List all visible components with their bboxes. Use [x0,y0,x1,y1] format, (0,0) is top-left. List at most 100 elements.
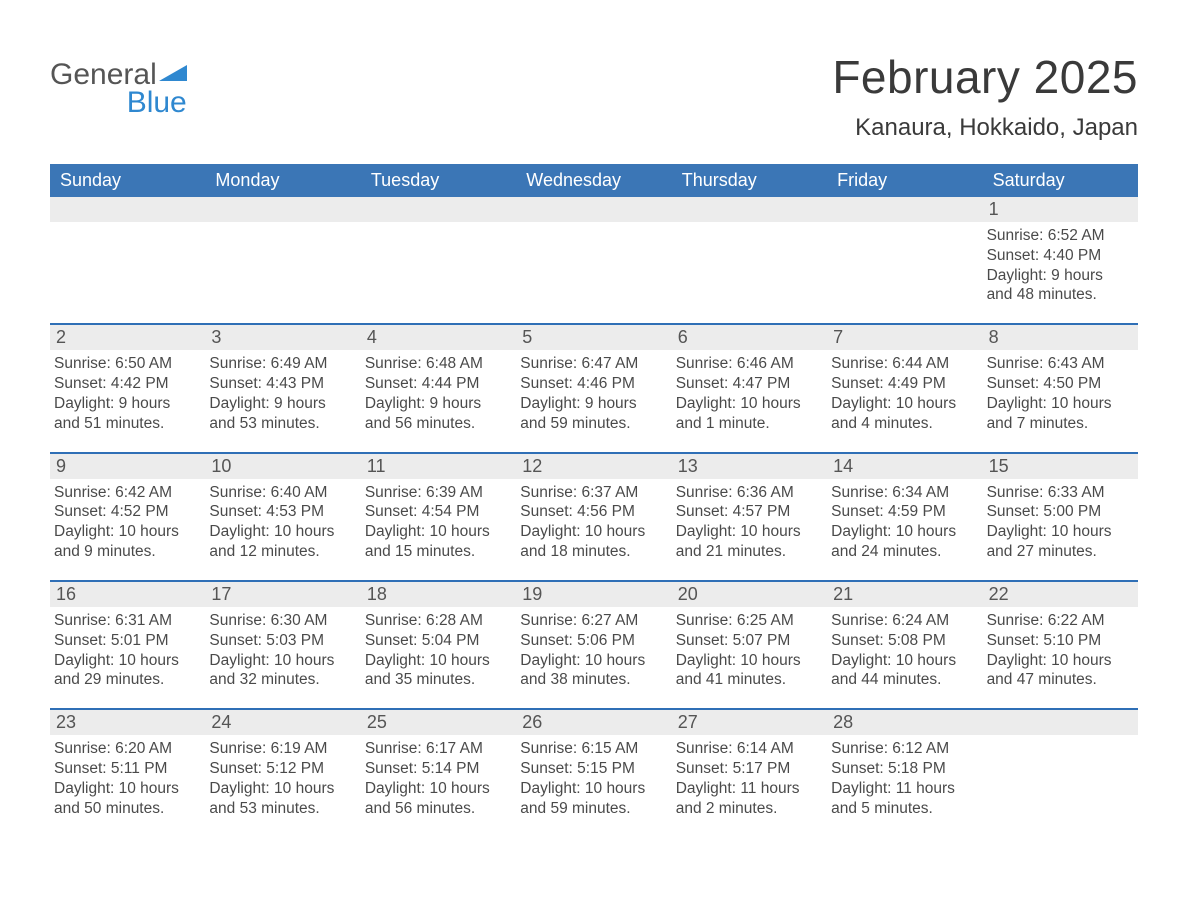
sunset-text: Sunset: 4:44 PM [365,374,508,394]
sunrise-text: Sunrise: 6:12 AM [831,739,974,759]
daynum-row: 9101112131415 [50,452,1138,479]
day-number: 28 [827,710,982,735]
dayname-sunday: Sunday [50,164,205,197]
sunset-text: Sunset: 5:10 PM [987,631,1130,651]
sunset-text: Sunset: 4:40 PM [987,246,1130,266]
day-number: 14 [827,454,982,479]
sunrise-text: Sunrise: 6:24 AM [831,611,974,631]
day-cell: Sunrise: 6:27 AMSunset: 5:06 PMDaylight:… [516,607,671,708]
sunset-text: Sunset: 4:43 PM [209,374,352,394]
day-cell: Sunrise: 6:49 AMSunset: 4:43 PMDaylight:… [205,350,360,451]
daylight-text: Daylight: 11 hours and 2 minutes. [676,779,819,819]
day-cell: Sunrise: 6:19 AMSunset: 5:12 PMDaylight:… [205,735,360,836]
sunset-text: Sunset: 4:56 PM [520,502,663,522]
day-cell: Sunrise: 6:39 AMSunset: 4:54 PMDaylight:… [361,479,516,580]
sunrise-text: Sunrise: 6:36 AM [676,483,819,503]
logo-triangle-icon [159,63,187,88]
day-cell [672,222,827,323]
daylight-text: Daylight: 10 hours and 47 minutes. [987,651,1130,691]
day-cell: Sunrise: 6:48 AMSunset: 4:44 PMDaylight:… [361,350,516,451]
day-number: 3 [205,325,360,350]
sunrise-text: Sunrise: 6:14 AM [676,739,819,759]
day-cell: Sunrise: 6:34 AMSunset: 4:59 PMDaylight:… [827,479,982,580]
daylight-text: Daylight: 10 hours and 50 minutes. [54,779,197,819]
sunrise-text: Sunrise: 6:28 AM [365,611,508,631]
daynum-row: 1 [50,197,1138,222]
day-cell: Sunrise: 6:33 AMSunset: 5:00 PMDaylight:… [983,479,1138,580]
daylight-text: Daylight: 10 hours and 21 minutes. [676,522,819,562]
day-number: 2 [50,325,205,350]
daylight-text: Daylight: 10 hours and 1 minute. [676,394,819,434]
month-title: February 2025 [832,50,1138,104]
daylight-text: Daylight: 9 hours and 59 minutes. [520,394,663,434]
dayname-saturday: Saturday [983,164,1138,197]
day-number: 5 [516,325,671,350]
day-cell: Sunrise: 6:37 AMSunset: 4:56 PMDaylight:… [516,479,671,580]
daylight-text: Daylight: 10 hours and 59 minutes. [520,779,663,819]
daylight-text: Daylight: 10 hours and 24 minutes. [831,522,974,562]
sunrise-text: Sunrise: 6:44 AM [831,354,974,374]
daylight-text: Daylight: 10 hours and 32 minutes. [209,651,352,691]
day-cell [361,222,516,323]
sunset-text: Sunset: 4:47 PM [676,374,819,394]
day-number [50,197,205,222]
sunset-text: Sunset: 4:46 PM [520,374,663,394]
day-number: 20 [672,582,827,607]
daynum-row: 16171819202122 [50,580,1138,607]
day-number: 9 [50,454,205,479]
day-number [205,197,360,222]
sunrise-text: Sunrise: 6:22 AM [987,611,1130,631]
sunset-text: Sunset: 5:15 PM [520,759,663,779]
day-cell: Sunrise: 6:40 AMSunset: 4:53 PMDaylight:… [205,479,360,580]
title-block: February 2025 Kanaura, Hokkaido, Japan [832,50,1138,158]
daylight-text: Daylight: 9 hours and 56 minutes. [365,394,508,434]
day-number: 1 [983,197,1138,222]
day-cell [50,222,205,323]
day-number: 22 [983,582,1138,607]
daylight-text: Daylight: 10 hours and 7 minutes. [987,394,1130,434]
day-cell: Sunrise: 6:14 AMSunset: 5:17 PMDaylight:… [672,735,827,836]
daylight-text: Daylight: 9 hours and 51 minutes. [54,394,197,434]
sunset-text: Sunset: 4:59 PM [831,502,974,522]
day-cell: Sunrise: 6:52 AMSunset: 4:40 PMDaylight:… [983,222,1138,323]
sunrise-text: Sunrise: 6:34 AM [831,483,974,503]
daylight-text: Daylight: 10 hours and 29 minutes. [54,651,197,691]
day-number: 21 [827,582,982,607]
day-cell: Sunrise: 6:50 AMSunset: 4:42 PMDaylight:… [50,350,205,451]
day-cell: Sunrise: 6:42 AMSunset: 4:52 PMDaylight:… [50,479,205,580]
day-number: 7 [827,325,982,350]
sunrise-text: Sunrise: 6:30 AM [209,611,352,631]
sunset-text: Sunset: 5:03 PM [209,631,352,651]
content-row: Sunrise: 6:50 AMSunset: 4:42 PMDaylight:… [50,350,1138,451]
content-row: Sunrise: 6:31 AMSunset: 5:01 PMDaylight:… [50,607,1138,708]
sunrise-text: Sunrise: 6:40 AM [209,483,352,503]
dayname-wednesday: Wednesday [516,164,671,197]
sunrise-text: Sunrise: 6:39 AM [365,483,508,503]
day-number: 16 [50,582,205,607]
sunrise-text: Sunrise: 6:20 AM [54,739,197,759]
dayname-friday: Friday [827,164,982,197]
daylight-text: Daylight: 10 hours and 12 minutes. [209,522,352,562]
sunrise-text: Sunrise: 6:50 AM [54,354,197,374]
day-cell: Sunrise: 6:24 AMSunset: 5:08 PMDaylight:… [827,607,982,708]
sunrise-text: Sunrise: 6:47 AM [520,354,663,374]
daylight-text: Daylight: 10 hours and 18 minutes. [520,522,663,562]
content-row: Sunrise: 6:20 AMSunset: 5:11 PMDaylight:… [50,735,1138,836]
calendar-grid: SundayMondayTuesdayWednesdayThursdayFrid… [50,164,1138,837]
sunset-text: Sunset: 5:04 PM [365,631,508,651]
sunrise-text: Sunrise: 6:33 AM [987,483,1130,503]
day-cell: Sunrise: 6:20 AMSunset: 5:11 PMDaylight:… [50,735,205,836]
logo-text-blue: Blue [50,88,187,118]
day-cell: Sunrise: 6:47 AMSunset: 4:46 PMDaylight:… [516,350,671,451]
sunset-text: Sunset: 4:52 PM [54,502,197,522]
day-cell: Sunrise: 6:17 AMSunset: 5:14 PMDaylight:… [361,735,516,836]
day-number: 25 [361,710,516,735]
location-text: Kanaura, Hokkaido, Japan [832,114,1138,142]
sunset-text: Sunset: 5:08 PM [831,631,974,651]
sunrise-text: Sunrise: 6:48 AM [365,354,508,374]
day-number: 23 [50,710,205,735]
day-number: 12 [516,454,671,479]
sunrise-text: Sunrise: 6:27 AM [520,611,663,631]
dayname-header-row: SundayMondayTuesdayWednesdayThursdayFrid… [50,164,1138,197]
sunset-text: Sunset: 5:12 PM [209,759,352,779]
